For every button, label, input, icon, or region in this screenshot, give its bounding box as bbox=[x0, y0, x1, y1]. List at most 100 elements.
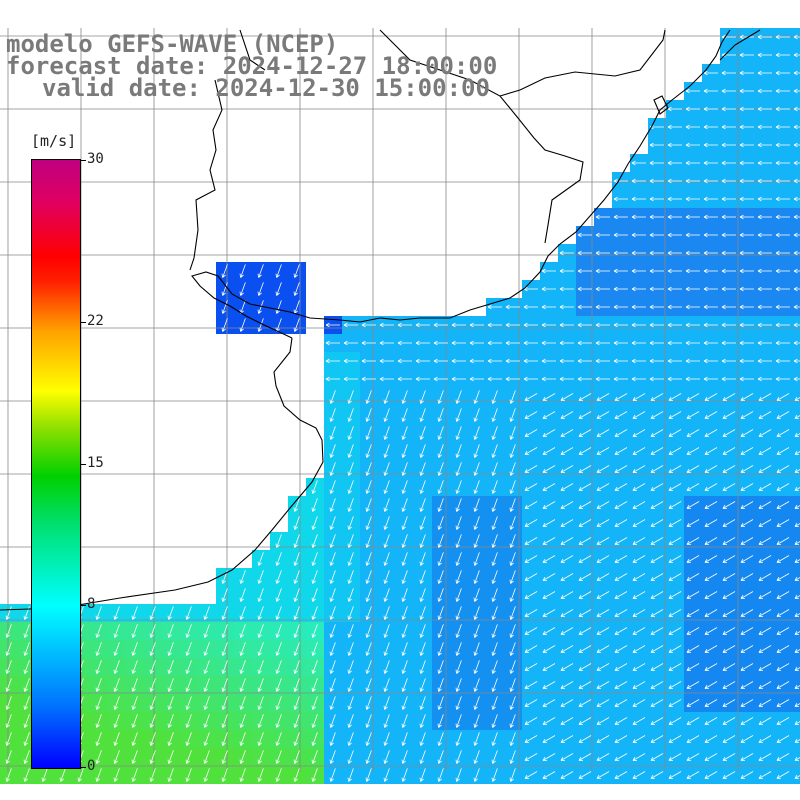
wind-arrow bbox=[703, 142, 718, 148]
wind-arrow bbox=[776, 609, 790, 617]
wind-arrow bbox=[361, 376, 376, 382]
wind-arrow bbox=[542, 519, 556, 527]
wind-arrow bbox=[329, 408, 336, 422]
wind-arrow bbox=[239, 678, 246, 692]
wind-arrow bbox=[686, 573, 700, 581]
wind-arrow bbox=[221, 696, 228, 710]
wind-arrow bbox=[437, 426, 444, 440]
wind-arrow bbox=[239, 750, 246, 764]
wind-arrow bbox=[560, 591, 574, 599]
wind-arrow bbox=[721, 304, 736, 310]
wind-arrow bbox=[775, 250, 790, 256]
wind-arrow bbox=[614, 501, 628, 509]
wind-arrow bbox=[275, 732, 282, 746]
wind-arrow bbox=[455, 624, 462, 638]
wind-arrow bbox=[509, 624, 516, 638]
wind-arrow bbox=[329, 606, 336, 620]
wind-arrow bbox=[343, 358, 358, 364]
wind-arrow bbox=[239, 732, 246, 746]
wind-arrow bbox=[5, 750, 12, 764]
wind-arrow bbox=[524, 447, 538, 455]
wind-arrow bbox=[437, 768, 444, 782]
wind-arrow bbox=[667, 358, 682, 364]
wind-arrow bbox=[455, 390, 462, 404]
wind-arrow bbox=[650, 663, 664, 671]
wind-arrow bbox=[491, 426, 498, 440]
wind-arrow bbox=[793, 376, 800, 382]
wind-arrow bbox=[293, 714, 300, 728]
wind-arrow bbox=[632, 681, 646, 689]
wind-arrow bbox=[473, 750, 480, 764]
wind-arrow bbox=[667, 124, 682, 130]
wind-arrow bbox=[596, 735, 610, 743]
wind-arrow bbox=[542, 771, 556, 779]
wind-arrow bbox=[757, 286, 772, 292]
colorbar-tick-label: 30 bbox=[87, 151, 104, 167]
wind-arrow bbox=[473, 768, 480, 782]
wind-arrow bbox=[649, 214, 664, 220]
wind-arrow bbox=[596, 591, 610, 599]
wind-arrow bbox=[509, 516, 516, 530]
wind-arrow bbox=[383, 768, 390, 782]
wind-arrow bbox=[740, 501, 754, 509]
wind-arrow bbox=[401, 534, 408, 548]
wind-arrow bbox=[542, 735, 556, 743]
wind-arrow bbox=[5, 678, 12, 692]
wind-arrow bbox=[614, 735, 628, 743]
wind-arrow bbox=[239, 714, 246, 728]
wind-arrow bbox=[401, 390, 408, 404]
wind-arrow bbox=[347, 606, 354, 620]
wind-arrow bbox=[577, 286, 592, 292]
wind-arrow bbox=[704, 447, 718, 455]
wind-arrow bbox=[685, 286, 700, 292]
wind-arrow bbox=[793, 268, 800, 274]
wind-arrow bbox=[596, 645, 610, 653]
wind-arrow bbox=[131, 642, 138, 656]
wind-arrow bbox=[613, 286, 628, 292]
wind-arrow bbox=[668, 699, 682, 707]
wind-arrow bbox=[491, 480, 498, 494]
wind-arrow bbox=[542, 717, 556, 725]
wind-arrow bbox=[524, 609, 538, 617]
wind-arrow bbox=[541, 358, 556, 364]
wind-arrow bbox=[542, 483, 556, 491]
wind-arrow bbox=[419, 534, 426, 548]
wind-arrow bbox=[95, 750, 102, 764]
wind-arrow bbox=[614, 429, 628, 437]
wind-arrow bbox=[257, 732, 264, 746]
wind-arrow bbox=[740, 753, 754, 761]
wind-arrow bbox=[239, 264, 246, 278]
wind-arrow bbox=[491, 588, 498, 602]
wind-arrow bbox=[578, 537, 592, 545]
wind-arrow bbox=[383, 660, 390, 674]
wind-arrow bbox=[131, 696, 138, 710]
wind-arrow bbox=[757, 52, 772, 58]
wind-arrow bbox=[383, 696, 390, 710]
wind-arrow bbox=[704, 699, 718, 707]
wind-arrow bbox=[776, 645, 790, 653]
wind-arrow bbox=[419, 642, 426, 656]
colorbar-tick bbox=[80, 160, 86, 161]
wind-arrow bbox=[347, 516, 354, 530]
wind-arrow bbox=[347, 534, 354, 548]
wind-arrow bbox=[311, 678, 318, 692]
wind-arrow bbox=[185, 678, 192, 692]
wind-arrow bbox=[311, 714, 318, 728]
wind-arrow bbox=[559, 268, 574, 274]
wind-arrow bbox=[614, 483, 628, 491]
wind-arrow bbox=[41, 768, 48, 782]
wind-arrow bbox=[221, 732, 228, 746]
wind-arrow bbox=[721, 124, 736, 130]
wind-arrow bbox=[794, 648, 800, 653]
wind-arrow bbox=[257, 714, 264, 728]
wind-arrow bbox=[491, 678, 498, 692]
wind-arrow bbox=[775, 376, 790, 382]
wind-arrow bbox=[401, 408, 408, 422]
wind-arrow bbox=[649, 322, 664, 328]
wind-arrow bbox=[433, 376, 448, 382]
wind-arrow bbox=[667, 322, 682, 328]
wind-arrow bbox=[685, 160, 700, 166]
wind-arrow bbox=[23, 732, 30, 746]
wind-arrow bbox=[473, 588, 480, 602]
wind-arrow bbox=[311, 732, 318, 746]
